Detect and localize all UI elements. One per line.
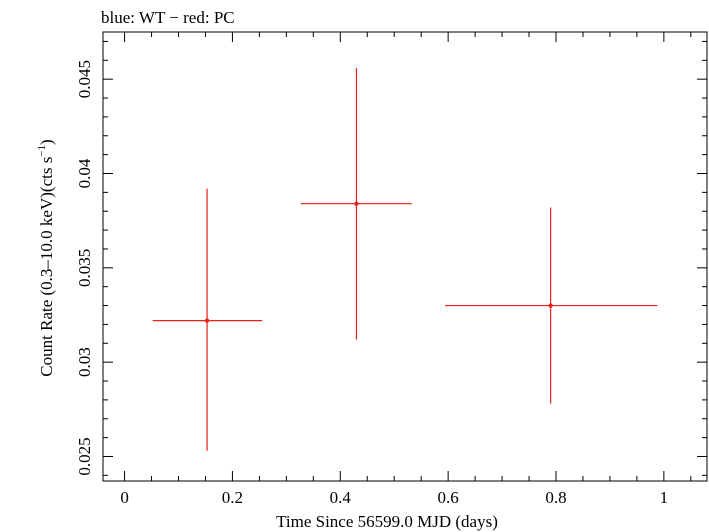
y-axis-label-main: Count Rate (0.3–10.0 keV)(cts s (37, 157, 56, 377)
x-tick-label: 0.6 (438, 488, 459, 507)
x-tick-label: 0.8 (545, 488, 566, 507)
data-point-group (444, 207, 658, 404)
y-tick-label: 0.045 (75, 60, 94, 98)
x-tick-label: 0.2 (222, 488, 243, 507)
data-point-group (152, 188, 263, 451)
data-point (548, 303, 553, 308)
chart-title: blue: WT − red: PC (101, 8, 235, 27)
plot-frame (102, 31, 708, 482)
y-tick-label: 0.04 (75, 158, 94, 188)
x-tick-label: 0 (120, 488, 129, 507)
axis-tick-labels: 0 0.2 0.4 0.6 0.8 1 0.025 0.03 0.035 0.04 0.045 (75, 60, 668, 507)
y-axis-label-close: ) (37, 139, 56, 145)
x-tick-label: 0.4 (330, 488, 352, 507)
x-axis-label: Time Since 56599.0 MJD (days) (276, 512, 498, 531)
axis-ticks (103, 32, 707, 481)
data-point (204, 318, 210, 323)
data-point-group (300, 67, 413, 340)
y-axis-label-sup: −1 (36, 145, 48, 157)
x-tick-label: 1 (660, 488, 669, 507)
y-axis-label: Count Rate (0.3–10.0 keV)(cts s−1) (36, 139, 56, 376)
data-point (354, 201, 359, 206)
y-tick-label: 0.025 (75, 437, 94, 475)
data-marks (152, 67, 658, 451)
y-tick-label: 0.035 (75, 249, 94, 287)
y-tick-label: 0.03 (75, 347, 94, 377)
